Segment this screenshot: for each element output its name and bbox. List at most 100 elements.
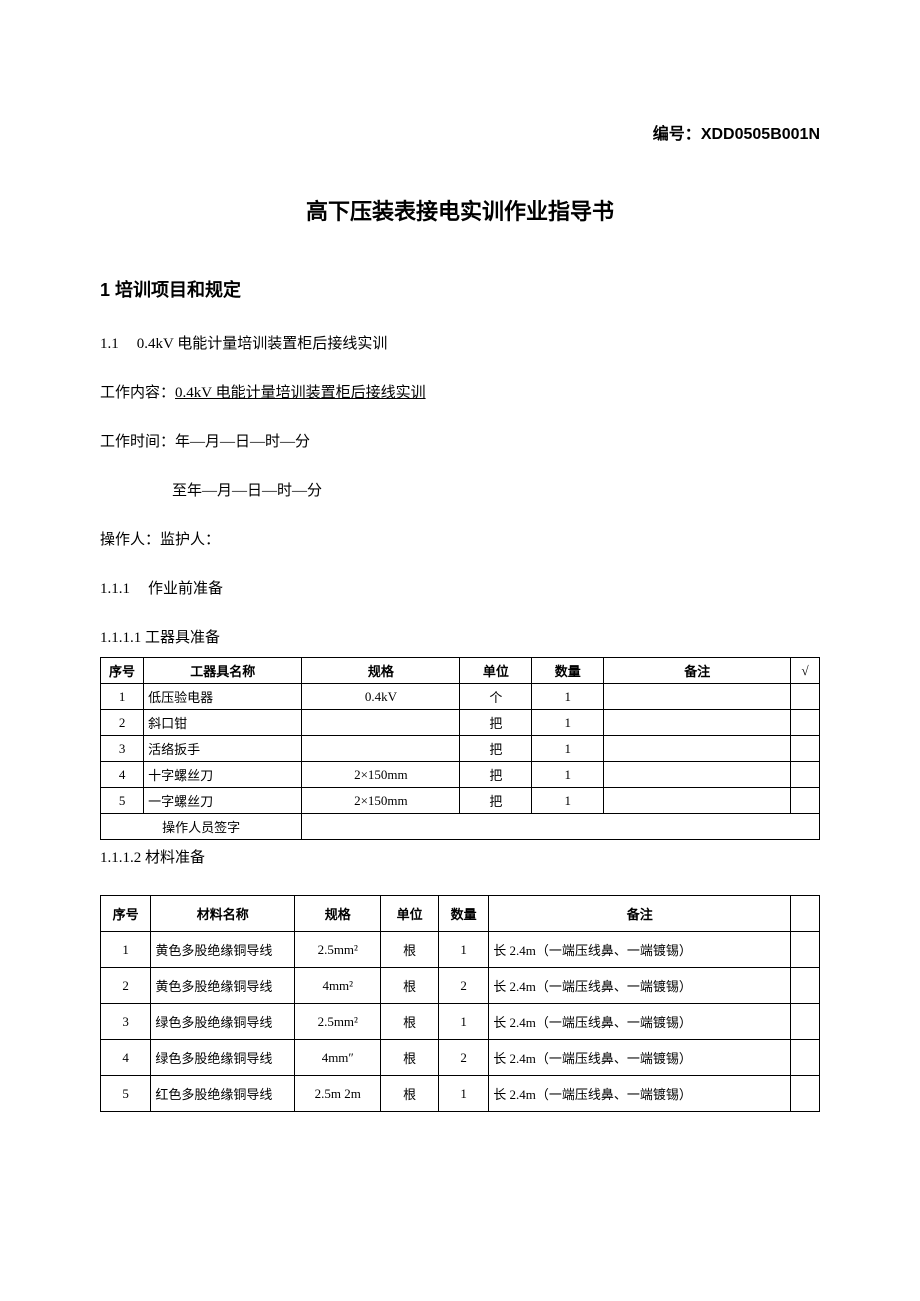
materials-cell: 根 <box>381 1040 439 1076</box>
materials-cell <box>791 1040 820 1076</box>
materials-cell: 3 <box>101 1004 151 1040</box>
tools-footer-row: 操作人员签字 <box>101 814 820 840</box>
tools-cell: 1 <box>532 736 604 762</box>
tools-cell: 把 <box>460 710 532 736</box>
tools-cell <box>604 684 791 710</box>
tools-cell: 3 <box>101 736 144 762</box>
tools-cell: 2 <box>101 710 144 736</box>
materials-table: 序号 材料名称 规格 单位 数量 备注 1黄色多股绝缘铜导线2.5mm²根1长 … <box>100 895 820 1112</box>
tools-row: 4十字螺丝刀2×150mm把1 <box>101 762 820 788</box>
tools-h-note: 备注 <box>604 658 791 684</box>
section-1-1-1-2-label: 材料准备 <box>145 850 205 866</box>
tools-cell: 0.4kV <box>302 684 460 710</box>
section-1-label: 培训项目和规定 <box>115 280 241 300</box>
tools-cell <box>791 684 820 710</box>
tools-row: 3活络扳手把1 <box>101 736 820 762</box>
materials-cell: 长 2.4m（一端压线鼻、一端镀锡） <box>489 1076 791 1112</box>
materials-cell: 2 <box>438 968 488 1004</box>
work-content-label: 工作内容： <box>100 385 175 401</box>
mat-h-seq: 序号 <box>101 896 151 932</box>
materials-cell: 2 <box>438 1040 488 1076</box>
work-time-to-line: 至年—月—日—时—分 <box>100 479 820 500</box>
tools-cell <box>791 710 820 736</box>
section-1-1-1-1-heading: 1.1.1.1 工器具准备 <box>100 626 820 647</box>
mat-h-spec: 规格 <box>295 896 381 932</box>
tools-cell: 斜口钳 <box>144 710 302 736</box>
tools-cell: 活络扳手 <box>144 736 302 762</box>
materials-cell: 1 <box>438 1004 488 1040</box>
tools-header-row: 序号 工器具名称 规格 单位 数量 备注 √ <box>101 658 820 684</box>
materials-cell: 2 <box>101 968 151 1004</box>
materials-cell: 4 <box>101 1040 151 1076</box>
tools-footer-label: 操作人员签字 <box>101 814 302 840</box>
tools-cell: 1 <box>532 710 604 736</box>
work-content-value: 0.4kV 电能计量培训装置柜后接线实训 <box>175 385 426 401</box>
section-1-1-1-heading: 1.1.1 作业前准备 <box>100 577 820 598</box>
tools-cell <box>604 736 791 762</box>
materials-row: 5红色多股绝缘铜导线2.5m 2m根1长 2.4m（一端压线鼻、一端镀锡） <box>101 1076 820 1112</box>
tools-cell: 2×150mm <box>302 788 460 814</box>
tools-cell: 2×150mm <box>302 762 460 788</box>
tools-cell <box>791 762 820 788</box>
tools-cell: 一字螺丝刀 <box>144 788 302 814</box>
tools-h-name: 工器具名称 <box>144 658 302 684</box>
materials-header-row: 序号 材料名称 规格 单位 数量 备注 <box>101 896 820 932</box>
materials-cell: 根 <box>381 932 439 968</box>
guardian-label: 监护人： <box>160 532 220 548</box>
materials-cell: 长 2.4m（一端压线鼻、一端镀锡） <box>489 968 791 1004</box>
section-1-1-number: 1.1 <box>100 336 119 352</box>
tools-cell <box>604 788 791 814</box>
section-1-1-1-2-number: 1.1.1.2 <box>100 850 141 866</box>
tools-h-spec: 规格 <box>302 658 460 684</box>
operator-label: 操作人： <box>100 532 160 548</box>
materials-cell <box>791 968 820 1004</box>
materials-cell: 长 2.4m（一端压线鼻、一端镀锡） <box>489 932 791 968</box>
tools-cell: 5 <box>101 788 144 814</box>
tools-h-seq: 序号 <box>101 658 144 684</box>
document-id-value: XDD0505B001N <box>701 126 820 143</box>
tools-cell: 低压验电器 <box>144 684 302 710</box>
work-content-line: 工作内容：0.4kV 电能计量培训装置柜后接线实训 <box>100 381 820 402</box>
mat-h-name: 材料名称 <box>151 896 295 932</box>
mat-h-unit: 单位 <box>381 896 439 932</box>
materials-cell: 根 <box>381 968 439 1004</box>
section-1-1-1-label: 作业前准备 <box>148 581 223 597</box>
work-time-from: 年—月—日—时—分 <box>175 434 310 450</box>
document-id-line: 编号：XDD0505B001N <box>100 120 820 144</box>
materials-cell: 4mm² <box>295 968 381 1004</box>
materials-cell: 黄色多股绝缘铜导线 <box>151 932 295 968</box>
work-time-from-line: 工作时间：年—月—日—时—分 <box>100 430 820 451</box>
materials-cell: 4mm″ <box>295 1040 381 1076</box>
section-1-1-1-1-number: 1.1.1.1 <box>100 630 141 646</box>
tools-cell: 个 <box>460 684 532 710</box>
tools-row: 2斜口钳 把1 <box>101 710 820 736</box>
materials-cell: 2.5mm² <box>295 932 381 968</box>
tools-row: 1低压验电器0.4kV个1 <box>101 684 820 710</box>
tools-cell: 十字螺丝刀 <box>144 762 302 788</box>
mat-h-qty: 数量 <box>438 896 488 932</box>
section-1-1-label: 0.4kV 电能计量培训装置柜后接线实训 <box>137 336 388 352</box>
materials-cell <box>791 932 820 968</box>
tools-cell: 1 <box>101 684 144 710</box>
materials-cell: 2.5mm² <box>295 1004 381 1040</box>
materials-cell: 根 <box>381 1004 439 1040</box>
personnel-line: 操作人：监护人： <box>100 528 820 549</box>
tools-cell <box>604 710 791 736</box>
tools-h-unit: 单位 <box>460 658 532 684</box>
materials-cell: 绿色多股绝缘铜导线 <box>151 1040 295 1076</box>
materials-cell: 根 <box>381 1076 439 1112</box>
section-1-1-heading: 1.1 0.4kV 电能计量培训装置柜后接线实训 <box>100 332 820 353</box>
materials-cell: 长 2.4m（一端压线鼻、一端镀锡） <box>489 1004 791 1040</box>
tools-cell: 把 <box>460 788 532 814</box>
tools-footer-blank <box>302 814 820 840</box>
materials-cell: 1 <box>438 1076 488 1112</box>
materials-cell: 长 2.4m（一端压线鼻、一端镀锡） <box>489 1040 791 1076</box>
tools-cell <box>791 788 820 814</box>
section-1-1-1-2-heading: 1.1.1.2 材料准备 <box>100 846 820 867</box>
tools-cell <box>302 710 460 736</box>
section-1-1-1-number: 1.1.1 <box>100 581 130 597</box>
tools-table: 序号 工器具名称 规格 单位 数量 备注 √ 1低压验电器0.4kV个12斜口钳… <box>100 657 820 840</box>
materials-cell <box>791 1004 820 1040</box>
document-id-label: 编号： <box>653 126 701 143</box>
mat-h-note: 备注 <box>489 896 791 932</box>
